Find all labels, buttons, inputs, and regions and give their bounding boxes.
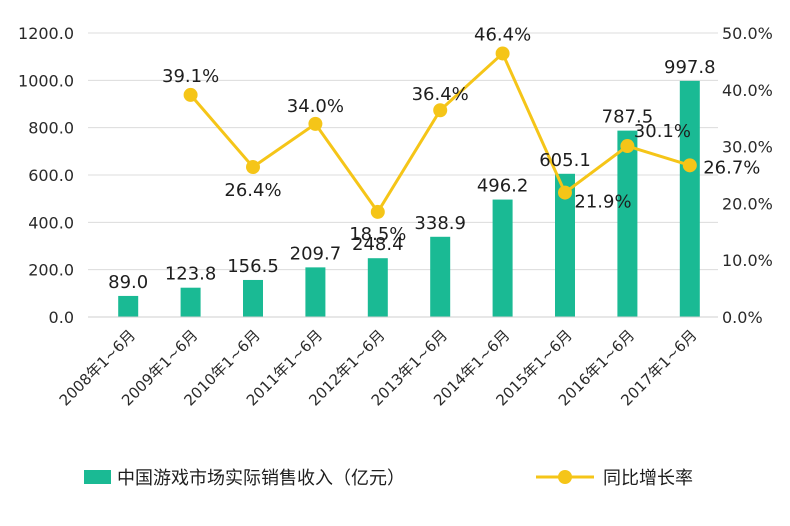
bar <box>492 199 513 317</box>
growth-point <box>308 116 323 131</box>
y-right-tick-label: 20.0% <box>722 194 773 213</box>
y-right-tick-label: 40.0% <box>722 81 773 100</box>
bar-data-label: 248.4 <box>352 234 404 255</box>
bar-data-label: 496.2 <box>477 176 529 197</box>
growth-point <box>246 160 260 175</box>
y-right-tick-label: 50.0% <box>722 24 773 43</box>
bar-data-label: 787.5 <box>602 107 654 128</box>
bar-data-label: 209.7 <box>290 243 342 264</box>
bar-data-label: 338.9 <box>414 213 466 234</box>
y-left-tick-label: 600.0 <box>28 166 74 185</box>
y-right-tick-label: 10.0% <box>722 251 773 270</box>
line-data-label: 18.5% <box>349 224 406 245</box>
y-left-tick-label: 800.0 <box>28 119 74 138</box>
y-left-tick-label: 1200.0 <box>18 24 74 43</box>
growth-point <box>433 103 448 118</box>
line-data-label: 26.7% <box>703 157 760 178</box>
bar <box>617 130 638 317</box>
legend-line-marker <box>558 470 572 484</box>
bar <box>118 295 139 317</box>
legend-bar-swatch <box>84 470 111 484</box>
growth-point <box>370 204 385 219</box>
bar-data-label: 156.5 <box>227 256 279 277</box>
growth-point <box>558 185 572 200</box>
bar <box>679 80 700 317</box>
y-right-tick-label: 30.0% <box>722 138 773 157</box>
growth-point <box>682 158 697 173</box>
bar <box>180 287 201 317</box>
y-left-tick-label: 0.0 <box>49 308 74 327</box>
growth-point <box>620 139 635 154</box>
line-data-label: 26.4% <box>224 180 281 201</box>
line-data-label: 21.9% <box>574 192 631 213</box>
bar <box>243 279 263 317</box>
line-data-label: 39.1% <box>162 66 219 87</box>
bar <box>555 173 575 317</box>
bar-data-label: 89.0 <box>108 272 148 293</box>
line-data-label: 30.1% <box>634 121 691 142</box>
bar-data-label: 997.8 <box>664 57 716 78</box>
growth-point <box>183 87 198 102</box>
y-left-tick-label: 200.0 <box>28 261 74 280</box>
y-left-tick-label: 1000.0 <box>18 71 74 90</box>
bar <box>367 258 388 317</box>
growth-point <box>495 46 510 61</box>
legend-line-label: 同比增长率 <box>603 468 693 489</box>
y-right-tick-label: 0.0% <box>722 308 763 327</box>
bar-data-label: 123.8 <box>165 264 217 285</box>
legend-bar-label: 中国游戏市场实际销售收入（亿元） <box>117 468 405 489</box>
bar <box>305 267 326 317</box>
line-data-label: 46.4% <box>474 24 531 45</box>
line-data-label: 34.0% <box>287 96 344 117</box>
line-data-label: 36.4% <box>412 84 469 105</box>
y-left-tick-label: 400.0 <box>28 213 74 232</box>
bar-data-label: 605.1 <box>539 150 591 171</box>
bar <box>430 236 451 317</box>
